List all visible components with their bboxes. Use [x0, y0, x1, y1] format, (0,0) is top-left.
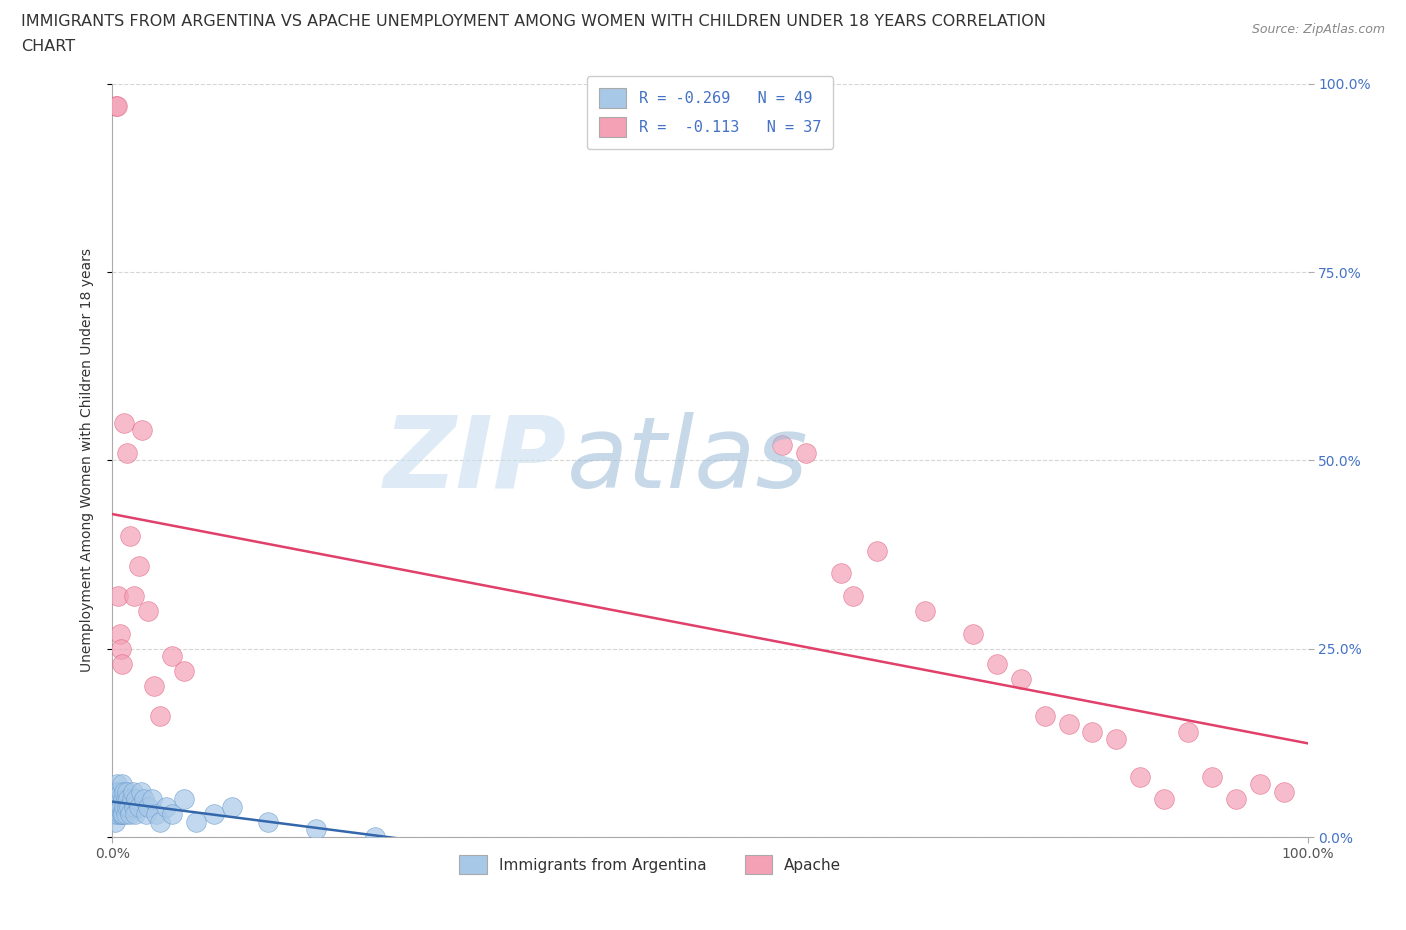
Point: [962, 626, 984, 641]
Point: [112, 792, 135, 807]
Point: [149, 709, 172, 724]
Text: IMMIGRANTS FROM ARGENTINA VS APACHE UNEMPLOYMENT AMONG WOMEN WITH CHILDREN UNDER: IMMIGRANTS FROM ARGENTINA VS APACHE UNEM…: [21, 14, 1046, 29]
Point: [221, 800, 243, 815]
Point: [107, 784, 129, 799]
Point: [1153, 792, 1175, 807]
Point: [105, 99, 128, 113]
Point: [364, 830, 387, 844]
Point: [1249, 777, 1271, 791]
Point: [115, 800, 138, 815]
Point: [114, 784, 135, 799]
Point: [131, 423, 153, 438]
Point: [125, 792, 148, 807]
Point: [114, 807, 136, 822]
Point: [110, 800, 132, 815]
Point: [103, 807, 125, 822]
Point: [1033, 709, 1056, 724]
Point: [111, 807, 134, 822]
Point: [105, 777, 128, 791]
Point: [149, 815, 172, 830]
Point: [120, 807, 142, 822]
Point: [173, 664, 195, 679]
Point: [115, 445, 138, 460]
Point: [986, 657, 1008, 671]
Point: [1177, 724, 1199, 739]
Point: [831, 565, 853, 580]
Point: [129, 784, 152, 799]
Point: [107, 800, 129, 815]
Point: [138, 604, 160, 618]
Point: [305, 822, 328, 837]
Point: [866, 543, 889, 558]
Point: [105, 800, 128, 815]
Point: [155, 800, 177, 815]
Text: ZIP: ZIP: [384, 412, 567, 509]
Point: [124, 807, 146, 822]
Point: [914, 604, 936, 618]
Point: [108, 807, 131, 822]
Point: [1272, 784, 1295, 799]
Point: [117, 792, 139, 807]
Point: [141, 792, 163, 807]
Point: [110, 784, 132, 799]
Point: [114, 792, 136, 807]
Point: [1057, 717, 1080, 732]
Point: [121, 792, 143, 807]
Legend: Immigrants from Argentina, Apache: Immigrants from Argentina, Apache: [451, 847, 849, 882]
Point: [132, 792, 155, 807]
Point: [111, 657, 134, 671]
Point: [173, 792, 195, 807]
Point: [770, 438, 793, 453]
Point: [122, 589, 145, 604]
Point: [145, 807, 167, 822]
Text: CHART: CHART: [21, 39, 75, 54]
Point: [105, 792, 128, 807]
Text: atlas: atlas: [567, 412, 808, 509]
Point: [108, 626, 131, 641]
Point: [105, 807, 128, 822]
Point: [122, 800, 145, 815]
Point: [128, 800, 150, 815]
Point: [104, 792, 127, 807]
Point: [105, 784, 128, 799]
Point: [121, 784, 143, 799]
Point: [1129, 769, 1152, 784]
Point: [112, 807, 135, 822]
Point: [186, 815, 208, 830]
Point: [143, 679, 166, 694]
Point: [105, 99, 128, 113]
Point: [104, 815, 127, 830]
Point: [115, 784, 138, 799]
Point: [1201, 769, 1223, 784]
Point: [128, 558, 150, 573]
Point: [114, 415, 135, 430]
Point: [1225, 792, 1247, 807]
Point: [118, 800, 141, 815]
Point: [257, 815, 280, 830]
Y-axis label: Unemployment Among Women with Children Under 18 years: Unemployment Among Women with Children U…: [80, 248, 94, 672]
Point: [138, 800, 160, 815]
Point: [107, 589, 129, 604]
Point: [202, 807, 225, 822]
Point: [114, 800, 135, 815]
Point: [1081, 724, 1104, 739]
Point: [111, 777, 134, 791]
Point: [108, 792, 131, 807]
Point: [162, 649, 183, 664]
Point: [110, 642, 132, 657]
Point: [1010, 671, 1032, 686]
Point: [842, 589, 865, 604]
Point: [120, 528, 142, 543]
Point: [794, 445, 817, 460]
Text: Source: ZipAtlas.com: Source: ZipAtlas.com: [1251, 23, 1385, 36]
Point: [1105, 732, 1128, 747]
Point: [162, 807, 183, 822]
Point: [135, 807, 157, 822]
